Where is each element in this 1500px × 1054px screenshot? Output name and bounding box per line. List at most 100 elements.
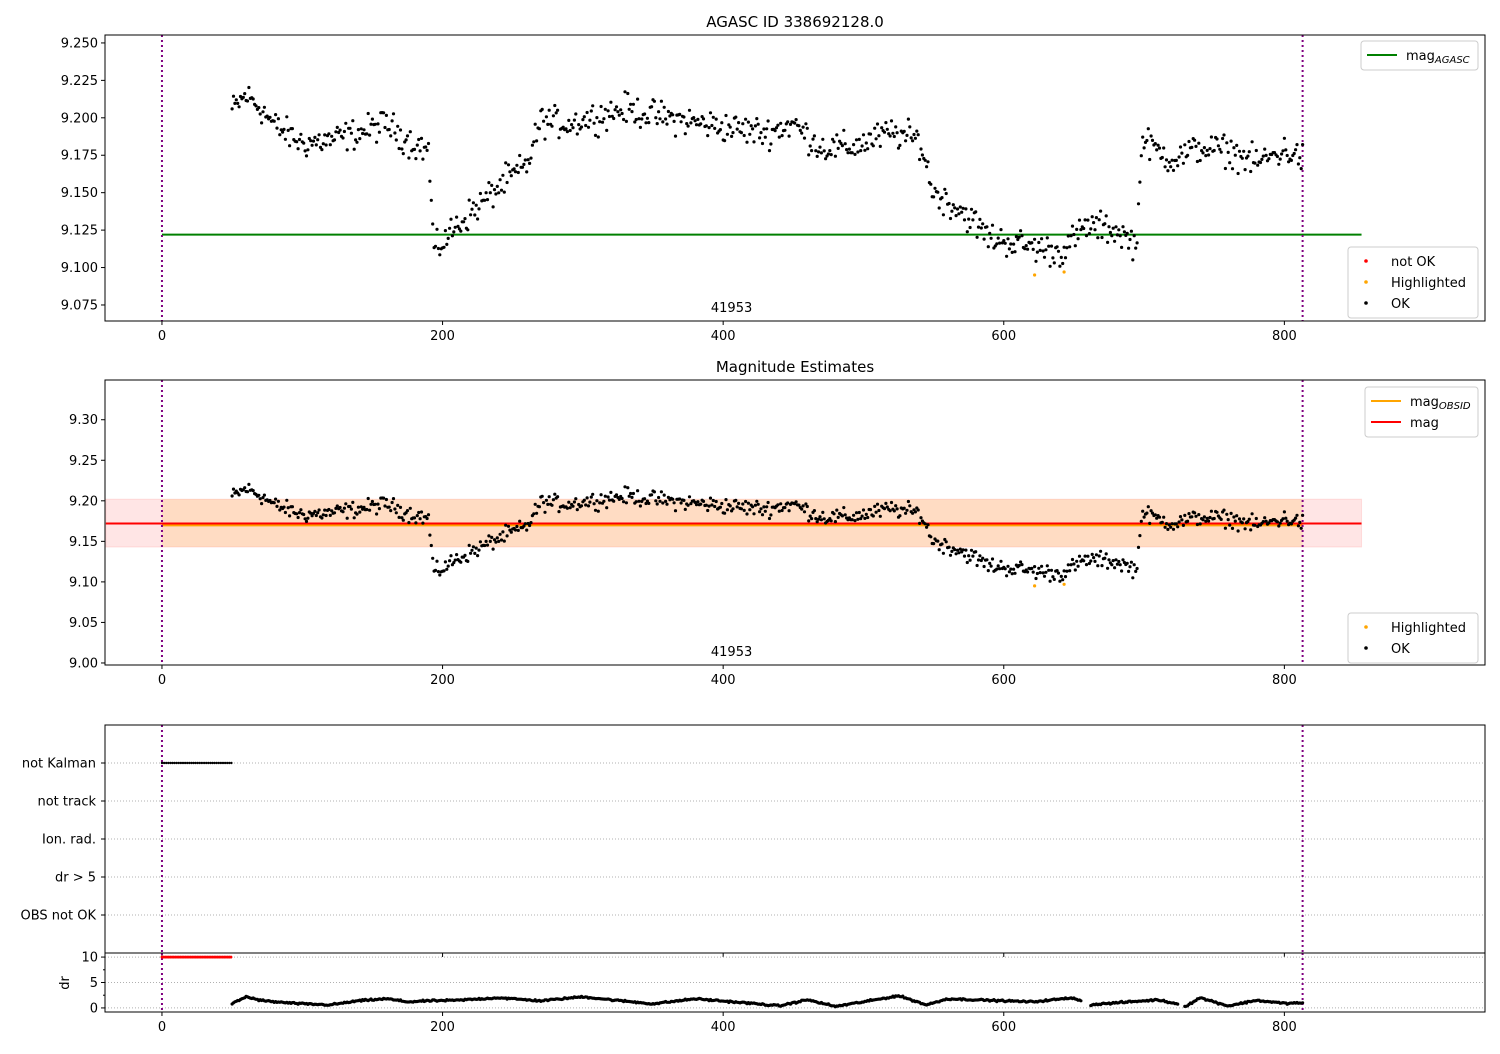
ok-point [673,134,678,138]
ok-point [1138,534,1142,538]
ok-point [1030,241,1034,245]
ok-point [895,507,899,511]
ok-point [337,130,341,135]
ok-point [1117,559,1121,564]
ok-point [700,115,704,119]
ok-point [682,115,686,119]
ok-point [617,113,621,117]
ok-point [1072,232,1076,237]
ok-point [428,179,432,183]
ok-point [671,113,675,117]
ok-point [1226,150,1230,154]
ok-point [699,502,703,506]
ok-point [662,105,666,109]
ok-point [1009,242,1013,246]
ok-point [405,134,410,138]
ok-point [1121,558,1125,562]
x-tick-label: 400 [711,329,736,344]
ok-point [685,122,689,126]
ok-point [630,110,634,114]
ok-point [926,523,930,527]
ok-point [1103,556,1107,560]
ok-point [723,139,727,143]
ok-point [321,142,325,146]
ok-point [694,503,699,507]
flag-point [186,761,189,765]
ok-point [776,123,780,127]
ok-point [1146,127,1150,131]
ok-point [1235,514,1239,518]
flag-point [228,761,231,765]
ok-point [969,207,974,211]
ok-point [1237,149,1242,153]
ok-point [396,503,400,507]
ok-point [299,132,303,136]
ok-point [923,522,927,526]
ok-point [595,499,599,503]
ok-point [964,548,968,552]
ok-point [988,561,992,566]
ok-point [1157,146,1162,150]
ok-point [1174,158,1178,162]
y-tick-label: 9.200 [61,111,98,126]
ok-point [1035,250,1039,254]
ok-point [342,129,346,134]
ok-point [665,502,669,506]
ok-point [817,517,821,521]
ok-point [1061,261,1065,266]
ok-point [640,117,644,121]
ok-point [1007,247,1012,251]
ok-point [1072,562,1076,566]
ok-point [567,500,571,504]
ok-point [1267,157,1271,161]
ok-point [1113,566,1117,570]
ok-point [303,149,307,153]
ok-point [523,522,527,526]
ok-point [467,543,471,548]
ok-point [631,102,636,106]
ok-point [929,182,933,186]
ok-point [751,505,755,509]
ok-point [955,207,960,211]
ok-point [469,213,473,217]
ok-point [723,511,727,515]
ok-point [1012,242,1016,246]
ok-point [1038,571,1042,575]
ok-point [765,505,769,509]
y-tick-label: 9.15 [69,535,98,550]
ok-point [1205,148,1209,152]
ok-point [985,558,989,562]
ok-point [727,123,731,127]
ok-point [885,505,889,509]
ok-point [662,493,666,497]
ok-point [463,553,467,558]
ok-point [547,495,551,499]
ok-point [801,125,805,129]
ok-point [516,528,520,533]
ok-point [976,558,981,562]
ok-point [687,108,692,112]
flag-point [202,761,206,765]
ok-point [1099,209,1103,213]
ok-point [231,487,236,491]
ok-point [1236,529,1240,533]
ok-point [394,511,398,515]
ok-point [485,198,490,202]
ok-point [913,510,918,514]
ok-point [384,113,388,117]
ok-point [258,112,262,116]
ok-point [1010,572,1014,576]
ok-point [529,156,533,160]
ok-point [1090,552,1094,557]
ok-point [522,162,526,166]
ok-point [405,509,410,513]
ok-point [840,144,845,148]
ok-point [609,100,613,104]
ok-point [986,569,990,573]
ok-point [309,511,313,515]
ok-point [310,514,314,518]
ok-point [1038,248,1042,252]
ok-point [306,516,310,520]
flag-point [194,761,197,765]
ok-point [556,108,560,112]
